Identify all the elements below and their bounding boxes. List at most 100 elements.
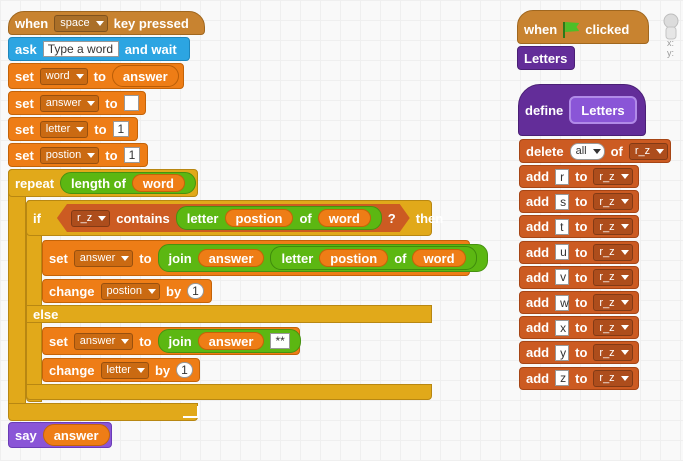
letters-call-block[interactable]: Letters xyxy=(517,46,575,70)
if-label: if xyxy=(33,210,41,226)
repeat-block[interactable]: repeat length of word xyxy=(8,169,198,197)
key-pressed-label: key pressed xyxy=(113,15,189,31)
list-dropdown[interactable]: r_z xyxy=(593,218,633,236)
list-dropdown[interactable]: r_z xyxy=(628,142,669,160)
add-to-list-block[interactable]: add u to r_z xyxy=(519,240,639,264)
answer-reporter[interactable]: answer xyxy=(42,424,110,446)
item-input[interactable]: x xyxy=(555,319,570,336)
add-to-list-block[interactable]: add t to r_z xyxy=(519,215,639,239)
variable-dropdown[interactable]: answer xyxy=(39,94,100,112)
delete-option-dropdown[interactable]: all xyxy=(569,142,605,160)
list-contains-predicate[interactable]: r_z contains letter postion of word ? xyxy=(57,204,410,232)
to-label: to xyxy=(139,333,152,349)
letter-of-reporter[interactable]: letter postion of word xyxy=(270,246,477,270)
ask-label: ask xyxy=(15,41,37,57)
answer-reporter[interactable]: answer xyxy=(197,249,265,267)
item-input[interactable]: u xyxy=(555,244,570,261)
letter-of-reporter[interactable]: letter postion of word xyxy=(176,206,382,230)
value-input[interactable]: 1 xyxy=(176,362,193,378)
length-of-reporter[interactable]: length of word xyxy=(60,172,196,194)
item-input[interactable]: w xyxy=(555,294,570,311)
add-to-list-block[interactable]: add y to r_z xyxy=(519,341,639,365)
change-postion-block[interactable]: change postion by 1 xyxy=(42,279,212,303)
variable-dropdown[interactable]: answer xyxy=(73,332,134,350)
list-dropdown[interactable]: r_z xyxy=(593,294,633,311)
set-word-block[interactable]: set word to answer xyxy=(8,63,184,89)
item-input[interactable]: y xyxy=(555,344,570,361)
word-reporter[interactable]: word xyxy=(412,249,466,267)
variable-dropdown[interactable]: answer xyxy=(73,249,134,267)
change-label: change xyxy=(49,362,95,378)
sprite-y-label: y: xyxy=(667,48,675,58)
set-answer-join-block-2[interactable]: set answer to join answer ** xyxy=(42,327,301,355)
when-key-pressed-block[interactable]: when space key pressed xyxy=(8,11,205,35)
list-dropdown[interactable]: r_z xyxy=(593,319,633,337)
word-reporter[interactable]: word xyxy=(318,209,371,227)
variable-dropdown[interactable]: postion xyxy=(39,146,100,164)
list-dropdown[interactable]: r_z xyxy=(593,243,633,261)
join-reporter[interactable]: join answer letter postion of word xyxy=(157,244,488,272)
answer-reporter[interactable]: answer xyxy=(111,65,179,87)
set-letter-block[interactable]: set letter to 1 xyxy=(8,117,138,141)
define-block[interactable]: define Letters xyxy=(518,84,646,136)
letter-label: letter xyxy=(186,210,219,226)
say-block[interactable]: say answer xyxy=(8,422,112,448)
to-label: to xyxy=(575,194,588,210)
ask-text-input[interactable]: Type a word xyxy=(42,41,119,57)
list-dropdown[interactable]: r_z xyxy=(593,369,633,387)
add-to-list-block[interactable]: add z to r_z xyxy=(519,366,639,390)
value-input[interactable] xyxy=(123,95,139,111)
join-text-input[interactable]: ** xyxy=(270,333,290,349)
item-input[interactable]: t xyxy=(555,218,570,235)
key-dropdown[interactable]: space xyxy=(54,14,108,32)
change-letter-block[interactable]: change letter by 1 xyxy=(42,358,200,382)
set-label: set xyxy=(15,121,34,137)
to-label: to xyxy=(575,269,588,285)
to-label: to xyxy=(575,295,588,310)
set-label: set xyxy=(15,95,34,111)
set-answer-join-block[interactable]: set answer to join answer letter postion… xyxy=(42,240,488,276)
sprite-thumbnail[interactable] xyxy=(660,12,680,42)
list-dropdown[interactable]: r_z xyxy=(71,210,110,227)
item-input[interactable]: r xyxy=(555,168,570,185)
add-to-list-block[interactable]: add s to r_z xyxy=(519,190,639,214)
join-reporter[interactable]: join answer ** xyxy=(157,329,301,353)
answer-reporter[interactable]: answer xyxy=(197,332,265,350)
else-label: else xyxy=(33,306,59,322)
postion-reporter[interactable]: postion xyxy=(319,249,389,267)
to-label: to xyxy=(575,320,588,336)
set-postion-block[interactable]: set postion to 1 xyxy=(8,143,148,167)
to-label: to xyxy=(105,95,118,111)
set-answer-block[interactable]: set answer to xyxy=(8,91,146,115)
list-dropdown[interactable]: r_z xyxy=(593,168,633,185)
delete-all-of-list-block[interactable]: delete all of r_z xyxy=(519,139,671,163)
variable-dropdown[interactable]: letter xyxy=(39,120,89,138)
item-input[interactable]: s xyxy=(555,193,570,210)
when-flag-clicked-block[interactable]: when clicked xyxy=(517,10,649,44)
variable-dropdown[interactable]: word xyxy=(39,67,88,85)
to-label: to xyxy=(575,345,588,361)
list-dropdown[interactable]: r_z xyxy=(593,268,633,286)
list-dropdown[interactable]: r_z xyxy=(593,193,633,211)
word-reporter[interactable]: word xyxy=(131,174,185,192)
letters-name-block[interactable]: Letters xyxy=(569,96,637,124)
if-block[interactable]: if r_z contains letter postion of word ?… xyxy=(26,200,443,236)
variable-dropdown[interactable]: letter xyxy=(100,361,149,379)
list-dropdown[interactable]: r_z xyxy=(593,344,633,362)
variable-dropdown[interactable]: postion xyxy=(100,282,160,300)
add-to-list-block[interactable]: add r to r_z xyxy=(519,165,639,188)
value-input[interactable]: 1 xyxy=(123,147,141,163)
value-input[interactable]: 1 xyxy=(112,121,130,137)
add-to-list-block[interactable]: add v to r_z xyxy=(519,265,639,289)
item-input[interactable]: v xyxy=(555,269,570,286)
value-input[interactable]: 1 xyxy=(187,283,204,299)
repeat-label: repeat xyxy=(15,175,55,191)
add-to-list-block[interactable]: add w to r_z xyxy=(519,291,639,314)
delete-label: delete xyxy=(526,143,564,159)
define-label: define xyxy=(525,102,564,118)
postion-reporter[interactable]: postion xyxy=(225,209,294,227)
ask-and-wait-block[interactable]: ask Type a word and wait xyxy=(8,37,190,61)
item-input[interactable]: z xyxy=(555,370,570,387)
of-label: of xyxy=(394,250,407,266)
add-to-list-block[interactable]: add x to r_z xyxy=(519,316,639,340)
